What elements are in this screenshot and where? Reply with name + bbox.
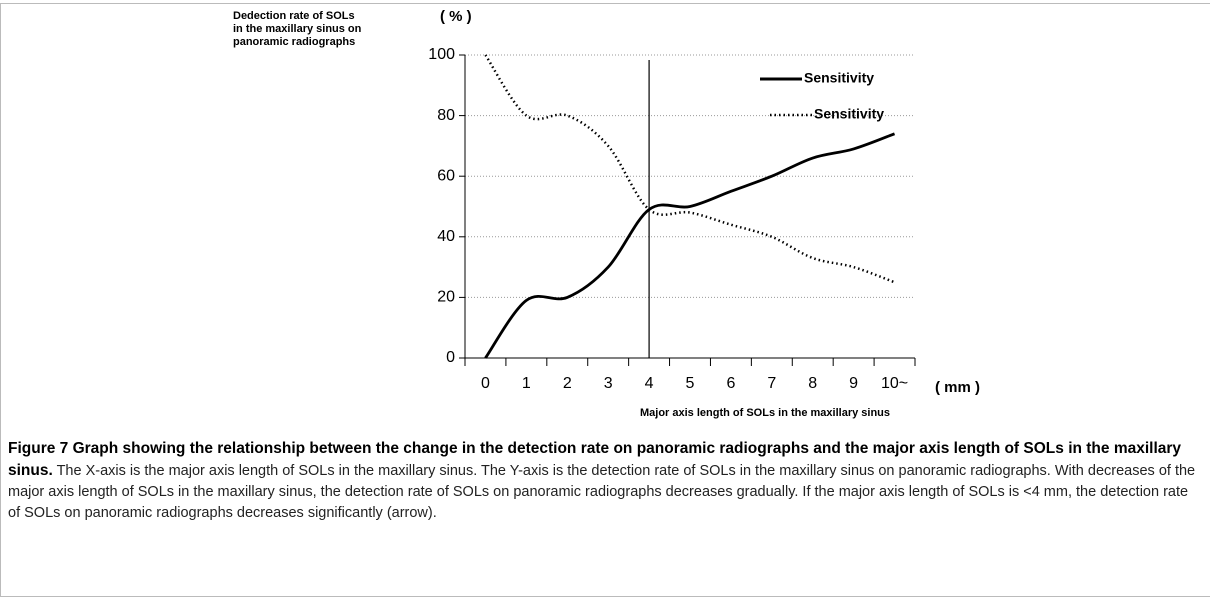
x-tick-label: 10~	[881, 375, 908, 392]
x-tick-label: 4	[645, 375, 654, 392]
x-tick-label: 9	[849, 375, 858, 392]
y-axis-title: in the maxillary sinus on	[233, 23, 362, 35]
y-axis-title: panoramic radiographs	[233, 36, 355, 48]
y-axis-title: Dedection rate of SOLs	[233, 10, 355, 22]
x-tick-label: 6	[726, 375, 735, 392]
x-axis-title: Major axis length of SOLs in the maxilla…	[640, 407, 890, 419]
y-tick-label: 40	[437, 228, 455, 245]
y-tick-label: 0	[446, 349, 455, 366]
caption-title: Figure 7 Graph showing the relationship …	[8, 440, 1182, 479]
series-line	[484, 132, 896, 359]
y-tick-label: 60	[437, 167, 455, 184]
series-line	[484, 54, 895, 284]
figure-frame	[0, 3, 1210, 597]
y-unit: ( % )	[440, 8, 472, 25]
x-tick-label: 5	[686, 375, 695, 392]
x-tick-label: 3	[604, 375, 613, 392]
caption-text: The X-axis is the major axis length of S…	[8, 463, 1196, 521]
x-tick-label: 2	[563, 375, 572, 392]
x-tick-label: 1	[522, 375, 531, 392]
x-unit: ( mm )	[935, 379, 980, 396]
y-tick-label: 80	[437, 107, 455, 124]
y-tick-label: 100	[428, 46, 455, 63]
legend-label: Sensitivity	[804, 70, 874, 86]
legend-label: Sensitivity	[814, 106, 884, 122]
y-tick-label: 20	[437, 289, 455, 306]
x-tick-label: 8	[808, 375, 817, 392]
x-tick-label: 7	[767, 375, 776, 392]
x-tick-label: 0	[481, 375, 490, 392]
caption: Figure 7 Graph showing the relationship …	[8, 438, 1198, 524]
